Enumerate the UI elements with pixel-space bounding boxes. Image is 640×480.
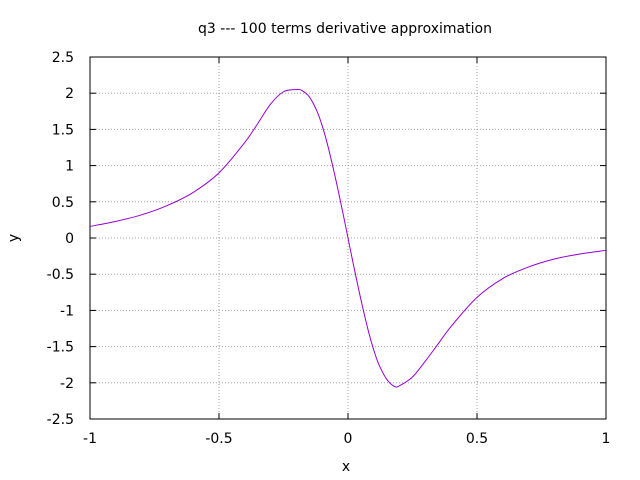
x-tick-label: 0 — [344, 431, 353, 447]
y-tick-label: -2.5 — [47, 412, 74, 428]
x-tick-label: -0.5 — [205, 431, 232, 447]
y-tick-label: 0 — [65, 231, 74, 247]
y-tick-label: -0.5 — [47, 267, 74, 283]
chart-title: q3 --- 100 terms derivative approximatio… — [198, 21, 492, 37]
y-tick-label: 2 — [65, 86, 74, 102]
y-tick-label: -2 — [60, 376, 74, 392]
series-line — [89, 88, 607, 388]
x-tick-label: 0.5 — [466, 431, 488, 447]
y-tick-label: -1.5 — [47, 340, 74, 356]
series-layer — [89, 88, 607, 388]
x-axis-label: x — [342, 459, 350, 475]
y-axis-label: y — [6, 234, 22, 242]
y-tick-label: 1.5 — [52, 122, 74, 138]
x-tick-label: -1 — [83, 431, 97, 447]
y-tick-label: -1 — [60, 303, 74, 319]
y-tick-label: 2.5 — [52, 50, 74, 66]
y-tick-label: 0.5 — [52, 195, 74, 211]
y-tick-label: 1 — [65, 159, 74, 175]
tick-labels: -1 -0.5 0 0.5 1 -2.5 -2 -1.5 -1 -0.5 0 0.5 1 1.5 2 2.5 — [47, 50, 611, 447]
x-tick-label: 1 — [602, 431, 611, 447]
axis-ticks — [89, 56, 607, 420]
